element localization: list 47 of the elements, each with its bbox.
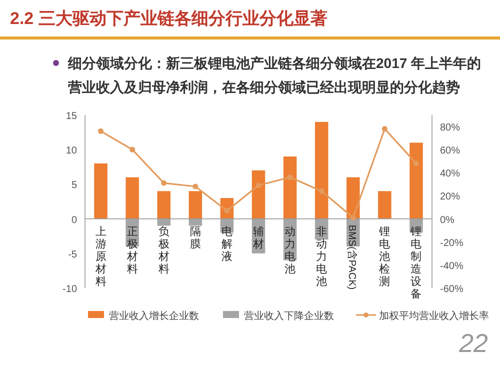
y2-tick-label: -40% [440, 260, 464, 272]
point [287, 174, 293, 180]
x-tick-label: 锂电池检测 [378, 226, 390, 288]
x-tick-label: 辅材 [252, 226, 264, 250]
point [318, 188, 324, 194]
bar [378, 191, 392, 219]
legend-label: 营业收入下降企业数 [244, 310, 334, 322]
point [192, 184, 198, 190]
y2-tick-label: 60% [440, 146, 460, 157]
legend-label: 加权平均营业收入增长率 [379, 310, 489, 322]
legend-label: 营业收入增长企业数 [109, 310, 199, 322]
y-tick-label: -5 [68, 249, 78, 260]
y2-tick-label: 20% [440, 192, 460, 203]
chart-title: 2.2 三大驱动下产业链各细分行业分化显著 [10, 9, 328, 28]
bar [157, 191, 170, 219]
y-tick-label: 10 [66, 146, 78, 157]
point [130, 146, 136, 152]
y2-tick-label: 0% [440, 214, 455, 226]
y-tick-label: 5 [71, 180, 78, 192]
chart-subtitle: 细分领域分化：新三板锂电池产业链各细分领域在2017 年上半年的营业收入及归母净利润，在各细分领域已经出现明显的分化趋势 [67, 55, 482, 95]
x-tick-label: BMS(含PACK) [346, 224, 358, 290]
point [161, 180, 167, 186]
bar [252, 170, 266, 219]
y2-tick-label: -60% [440, 284, 464, 295]
x-tick-label: 负极材料 [157, 226, 170, 276]
y2-tick-label: -20% [440, 238, 464, 249]
x-tick-label: 非动力电池 [316, 224, 328, 288]
point [98, 128, 104, 134]
y2-tick-label: 80% [440, 122, 460, 134]
bar [94, 163, 108, 219]
y-tick-label: 0 [71, 214, 78, 226]
y2-tick-label: 40% [440, 168, 460, 180]
bar [126, 177, 139, 219]
point [350, 214, 356, 220]
y-tick-label: 15 [66, 111, 78, 122]
point [382, 126, 388, 132]
x-tick-label: 隔膜 [190, 226, 201, 250]
bar [283, 156, 297, 219]
y-tick-label: -10 [62, 284, 78, 295]
text: 22 [458, 328, 489, 358]
bar [188, 191, 202, 219]
x-tick-label: 动力电池 [284, 226, 296, 276]
bar [314, 122, 328, 219]
bar [410, 142, 423, 219]
point [413, 160, 420, 166]
x-tick-label: 上游原材料 [94, 224, 106, 288]
point [256, 182, 262, 188]
